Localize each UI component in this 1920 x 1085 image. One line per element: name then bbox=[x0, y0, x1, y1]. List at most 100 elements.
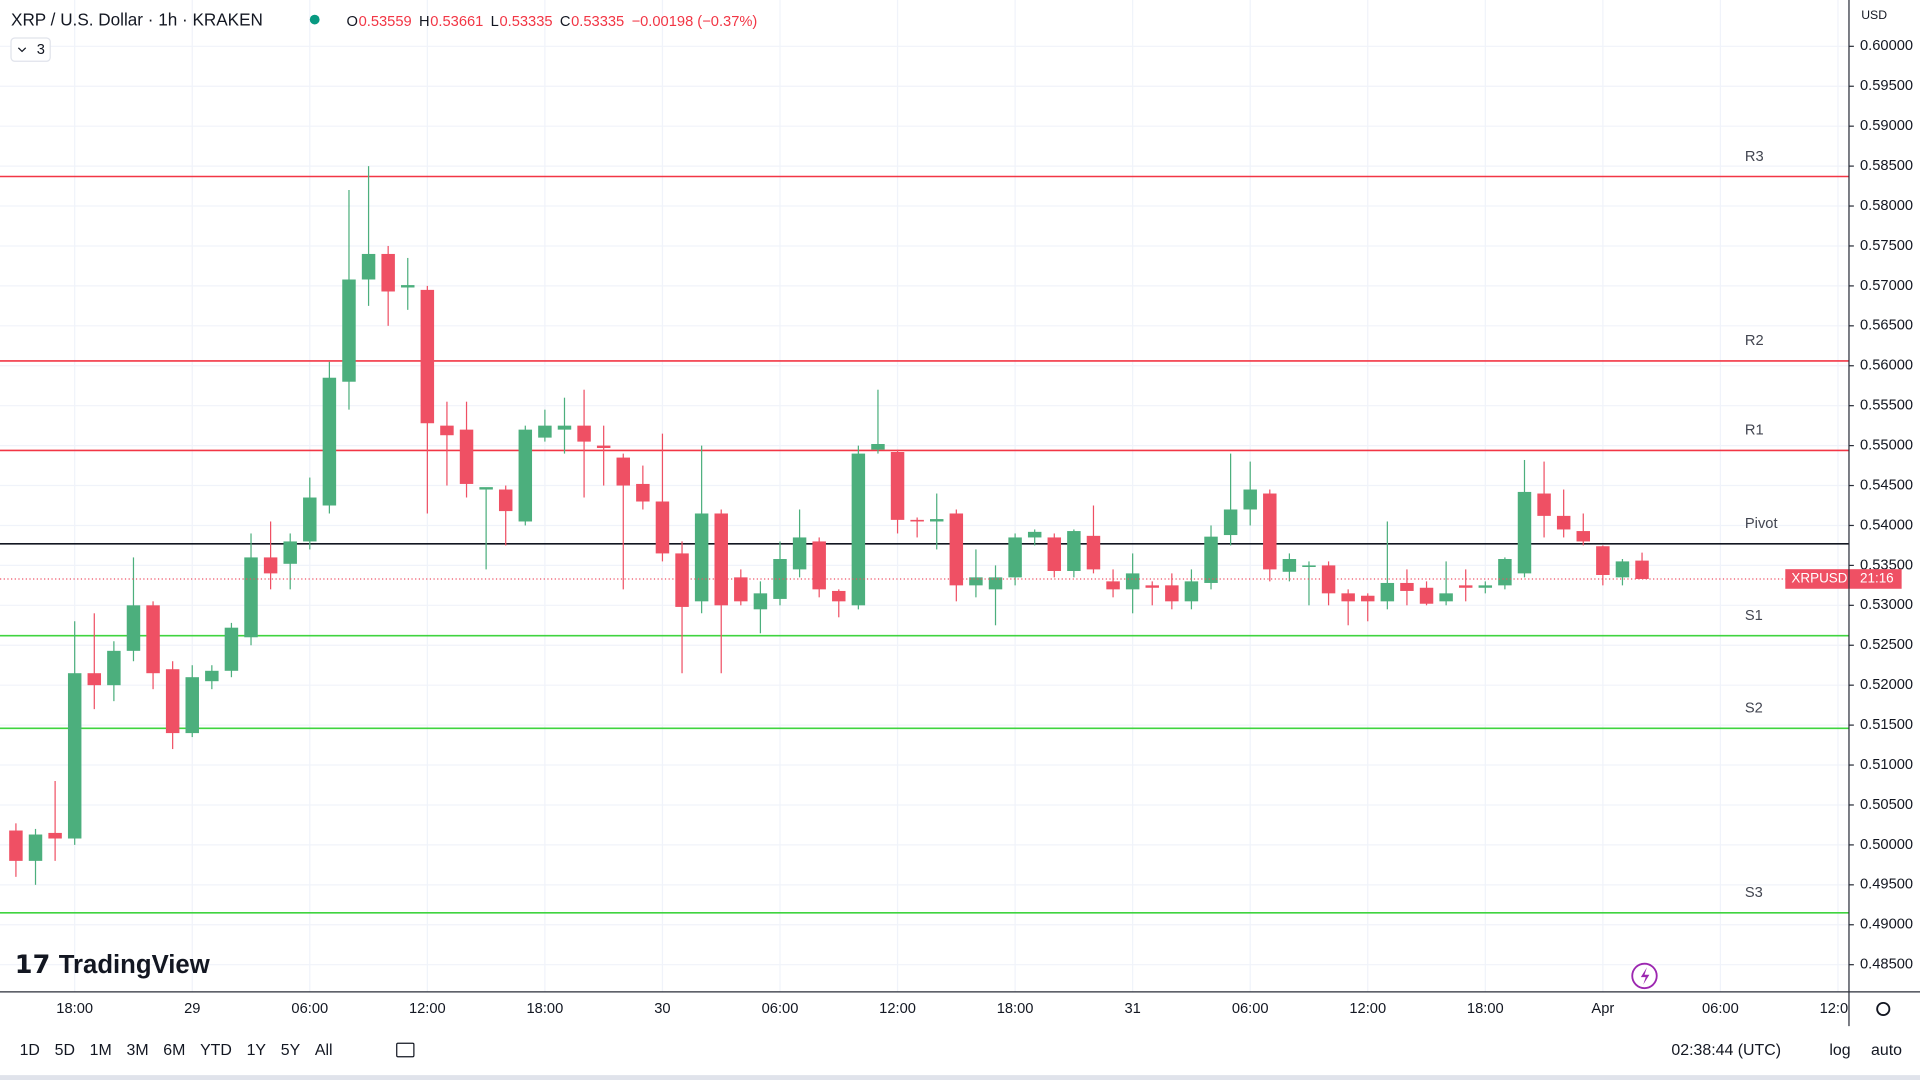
x-tick-label: 29 bbox=[184, 1001, 200, 1017]
auto-toggle[interactable]: auto bbox=[1871, 1042, 1902, 1059]
x-tick-label: 18:00 bbox=[997, 1001, 1034, 1017]
x-tick-label: 18:00 bbox=[56, 1001, 93, 1017]
candle-body bbox=[185, 677, 199, 734]
range-button[interactable]: 6M bbox=[163, 1042, 185, 1059]
y-tick-label: 0.48500 bbox=[1860, 957, 1913, 973]
candle-body bbox=[322, 377, 337, 506]
market-status bbox=[309, 14, 320, 25]
candle-body bbox=[1556, 515, 1571, 530]
candle-body bbox=[1263, 493, 1277, 570]
x-tick-label: 31 bbox=[1124, 1001, 1140, 1017]
y-tick-label: 0.49000 bbox=[1860, 917, 1913, 933]
candle-body bbox=[969, 577, 983, 586]
range-button[interactable]: 1M bbox=[90, 1042, 112, 1059]
ohlc-value: 0.53335 bbox=[499, 14, 552, 30]
y-tick-label: 0.58500 bbox=[1860, 158, 1913, 174]
candle-body bbox=[1498, 559, 1512, 586]
indicator-toggle[interactable] bbox=[10, 37, 51, 62]
candle-body bbox=[1576, 531, 1590, 542]
candle-body bbox=[1184, 581, 1199, 602]
candle-body bbox=[48, 832, 62, 839]
range-button[interactable]: 1D bbox=[20, 1042, 40, 1059]
logo: TradingView bbox=[59, 951, 211, 979]
y-tick-label: 0.60000 bbox=[1860, 38, 1913, 54]
candle-body bbox=[577, 425, 591, 442]
y-tick-label: 0.55000 bbox=[1860, 437, 1913, 453]
candle-body bbox=[498, 489, 513, 512]
settings-icon[interactable] bbox=[1876, 1001, 1891, 1017]
flash-icon[interactable] bbox=[1631, 962, 1658, 990]
candle-body bbox=[87, 673, 102, 686]
price-tag bbox=[1785, 569, 1902, 589]
x-tick-label: 18:00 bbox=[527, 1001, 564, 1017]
candle-body bbox=[1086, 535, 1101, 570]
candle-body bbox=[146, 605, 160, 674]
candle-body bbox=[303, 497, 317, 542]
candle-body bbox=[1106, 581, 1120, 590]
candle-body bbox=[538, 425, 552, 438]
y-tick-label: 0.50500 bbox=[1860, 797, 1913, 813]
candle-body bbox=[557, 425, 572, 430]
x-tick-label: Apr bbox=[1591, 1001, 1614, 1017]
candle-body bbox=[1380, 582, 1395, 602]
candle-body bbox=[851, 453, 866, 606]
candle-body bbox=[283, 541, 297, 564]
candle-body bbox=[126, 605, 141, 651]
candle-body bbox=[675, 553, 689, 607]
candle-body bbox=[1517, 491, 1532, 574]
y-tick-label: 0.59000 bbox=[1860, 118, 1913, 134]
candle-body bbox=[224, 627, 239, 671]
x-tick-label: 12:00 bbox=[1820, 1001, 1857, 1017]
candle-body bbox=[1615, 561, 1630, 578]
y-tick-label: 0.49500 bbox=[1860, 877, 1913, 893]
candle-body bbox=[479, 487, 493, 490]
range-button[interactable]: 3M bbox=[126, 1042, 148, 1059]
candle-body bbox=[1223, 509, 1238, 536]
log-toggle[interactable]: log bbox=[1829, 1042, 1850, 1059]
range-button[interactable]: All bbox=[315, 1042, 333, 1059]
candle-body bbox=[1596, 546, 1610, 575]
candle-body bbox=[67, 673, 82, 839]
candle-body bbox=[244, 557, 258, 638]
candle-body bbox=[1145, 585, 1159, 588]
range-button[interactable]: 1Y bbox=[247, 1042, 267, 1059]
candle-body bbox=[1302, 565, 1316, 567]
candle-body bbox=[988, 577, 1003, 590]
pivot-level-label: Pivot bbox=[1745, 516, 1778, 532]
candle-body bbox=[1458, 585, 1473, 588]
candle-body bbox=[263, 557, 278, 574]
candle-body bbox=[890, 451, 905, 520]
candle-body bbox=[596, 445, 611, 449]
candle-body bbox=[930, 519, 944, 522]
candle-body bbox=[342, 279, 356, 382]
candle-body bbox=[1165, 585, 1179, 602]
candle-body bbox=[1243, 489, 1257, 510]
y-tick-label: 0.51500 bbox=[1860, 717, 1913, 733]
range-button[interactable]: 5D bbox=[55, 1042, 75, 1059]
candle-body bbox=[1008, 537, 1022, 578]
candle-body bbox=[1321, 565, 1336, 594]
date-range-icon[interactable] bbox=[396, 1042, 415, 1058]
ohlc-value: 0.53335 bbox=[571, 14, 624, 30]
y-tick-label: 0.52000 bbox=[1860, 677, 1913, 693]
x-tick-label: 06:00 bbox=[1702, 1001, 1739, 1017]
pivot-level-label: R2 bbox=[1745, 333, 1764, 349]
currency[interactable]: USD bbox=[1861, 8, 1887, 22]
candle-body bbox=[459, 429, 474, 484]
candle-body bbox=[812, 541, 826, 590]
clock: 02:38:44 (UTC) bbox=[1671, 1042, 1781, 1059]
candle-body bbox=[832, 590, 846, 602]
range-button[interactable]: 5Y bbox=[281, 1042, 301, 1059]
x-tick-label: 30 bbox=[654, 1001, 670, 1017]
range-button[interactable]: YTD bbox=[200, 1042, 232, 1059]
x-tick-label: 18:00 bbox=[1467, 1001, 1504, 1017]
y-tick-label: 0.54000 bbox=[1860, 517, 1913, 533]
x-tick-label: 12:00 bbox=[1349, 1001, 1386, 1017]
candle-body bbox=[440, 425, 454, 436]
y-tick-label: 0.51000 bbox=[1860, 757, 1913, 773]
bottom-strip bbox=[0, 1075, 1920, 1080]
candle-body bbox=[792, 537, 807, 570]
chevron-icon bbox=[17, 47, 27, 53]
